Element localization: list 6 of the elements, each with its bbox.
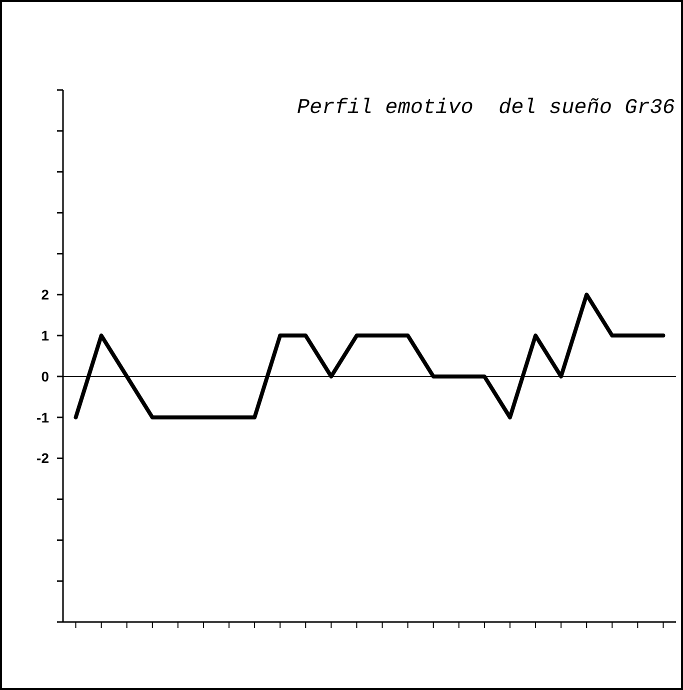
y-tick-label: 1 — [41, 327, 50, 344]
y-tick-label: -2 — [36, 450, 50, 466]
y-tick-label: 0 — [41, 368, 50, 384]
y-tick-label: -1 — [36, 409, 50, 426]
y-tick-label: 2 — [41, 286, 50, 303]
chart-title: Perfil emotivo del sueño Gr36 — [296, 97, 675, 120]
